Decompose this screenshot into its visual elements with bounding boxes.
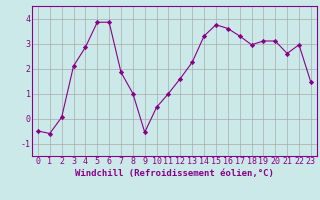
- X-axis label: Windchill (Refroidissement éolien,°C): Windchill (Refroidissement éolien,°C): [75, 169, 274, 178]
